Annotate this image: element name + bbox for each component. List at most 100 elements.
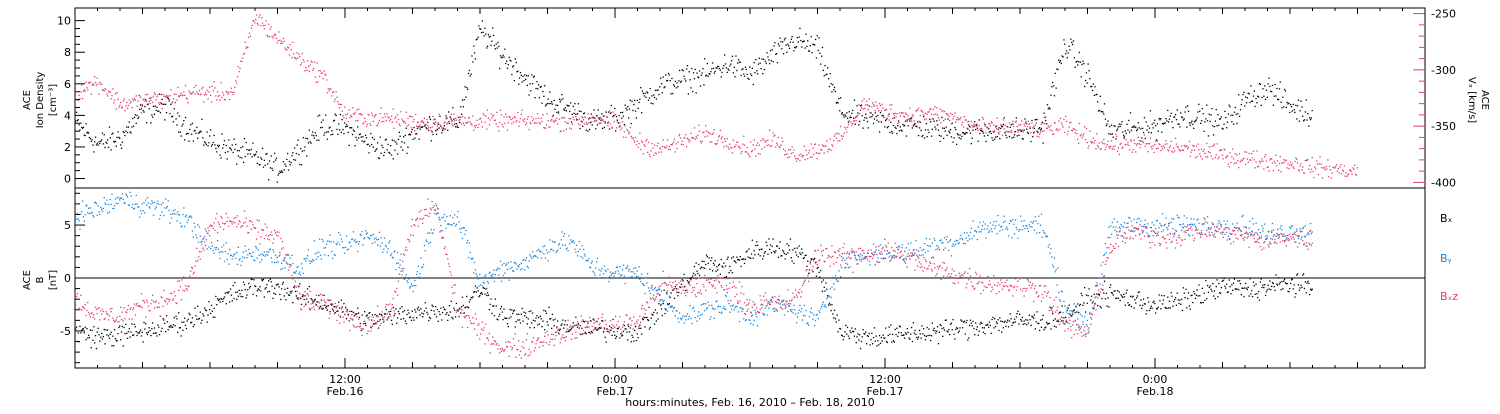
velocity-series-point (365, 121, 366, 122)
density-series-point (633, 104, 634, 105)
bx-series-point (657, 318, 658, 319)
density-series-point (1250, 85, 1251, 86)
bx-series-point (977, 326, 978, 327)
by-series-point (371, 235, 372, 236)
velocity-series-point (703, 132, 704, 133)
bx-series-point (889, 327, 890, 328)
velocity-series-point (176, 99, 177, 100)
by-series-point (181, 226, 182, 227)
velocity-series-point (559, 119, 560, 120)
velocity-series-point (1176, 144, 1177, 145)
velocity-series-point (902, 112, 903, 113)
density-series-point (178, 131, 179, 132)
velocity-series-point (393, 109, 394, 110)
velocity-series-point (811, 156, 812, 157)
bx-series-point (965, 333, 966, 334)
velocity-series-point (1072, 130, 1073, 131)
bx-series-point (158, 327, 159, 328)
by-series-point (467, 240, 468, 241)
velocity-series-point (985, 132, 986, 133)
density-series-point (678, 80, 679, 81)
velocity-series-point (689, 141, 690, 142)
density-series-point (631, 101, 632, 102)
top-left-tick-label: 2 (64, 141, 71, 154)
by-series-point (291, 255, 292, 256)
by-series-point (394, 250, 395, 251)
density-series-point (1017, 130, 1018, 131)
bx-series-point (458, 316, 459, 317)
bx-series-point (86, 328, 87, 329)
density-series-point (855, 124, 856, 125)
velocity-series-point (1038, 136, 1039, 137)
velocity-series-point (237, 76, 238, 77)
bx-series-point (648, 320, 649, 321)
velocity-series-point (670, 149, 671, 150)
by-series-point (319, 239, 320, 240)
bx-series-point (1162, 303, 1163, 304)
velocity-series-point (842, 138, 843, 139)
density-series-point (1045, 120, 1046, 121)
velocity-series-point (429, 117, 430, 118)
bx-series-point (98, 334, 99, 335)
bx-series-point (703, 261, 704, 262)
velocity-series-point (77, 92, 78, 93)
velocity-series-point (749, 156, 750, 157)
bx-series-point (818, 267, 819, 268)
bx-series-point (743, 258, 744, 259)
velocity-series-point (489, 124, 490, 125)
density-series-point (267, 163, 268, 164)
velocity-series-point (748, 154, 749, 155)
density-series-point (214, 144, 215, 145)
velocity-series-point (110, 92, 111, 93)
by-series-point (504, 273, 505, 274)
density-series-point (1083, 63, 1084, 64)
density-series-point (175, 118, 176, 119)
velocity-series-point (617, 119, 618, 120)
bx-series-point (1010, 313, 1011, 314)
bx-series-point (193, 326, 194, 327)
velocity-series-point (825, 145, 826, 146)
bx-series-point (856, 336, 857, 337)
density-series-point (593, 109, 594, 110)
velocity-series-point (685, 134, 686, 135)
bx-series-point (188, 313, 189, 314)
density-series-point (426, 128, 427, 129)
bx-series-point (426, 312, 427, 313)
density-series-point (1255, 98, 1256, 99)
velocity-series-point (454, 120, 455, 121)
density-series-point (1243, 92, 1244, 93)
density-series-point (183, 120, 184, 121)
bx-series-point (848, 336, 849, 337)
by-series-point (419, 273, 420, 274)
density-series-point (471, 55, 472, 56)
density-series-point (711, 68, 712, 69)
density-series-point (766, 63, 767, 64)
bx-series-point (440, 308, 441, 309)
density-series-point (522, 81, 523, 82)
velocity-series-point (381, 121, 382, 122)
density-series-point (586, 130, 587, 131)
by-series-point (518, 266, 519, 267)
bx-series-point (802, 252, 803, 253)
velocity-series-point (476, 125, 477, 126)
bx-series-point (84, 332, 85, 333)
density-series-point (840, 97, 841, 98)
by-series-point (134, 208, 135, 209)
bx-series-point (327, 310, 328, 311)
velocity-series-point (1202, 158, 1203, 159)
bx-series-point (1040, 320, 1041, 321)
bx-series-point (763, 255, 764, 256)
velocity-series-point (548, 120, 549, 121)
velocity-series-point (1023, 131, 1024, 132)
density-series-point (811, 36, 812, 37)
bx-series-point (1248, 287, 1249, 288)
bx-series-point (735, 262, 736, 263)
bx-series-point (538, 317, 539, 318)
bx-series-point (851, 327, 852, 328)
density-series-point (1055, 73, 1056, 74)
velocity-series-point (1152, 145, 1153, 146)
velocity-series-point (1018, 125, 1019, 126)
velocity-series-point (1110, 146, 1111, 147)
by-series-point (547, 252, 548, 253)
bx-series-point (1299, 290, 1300, 291)
